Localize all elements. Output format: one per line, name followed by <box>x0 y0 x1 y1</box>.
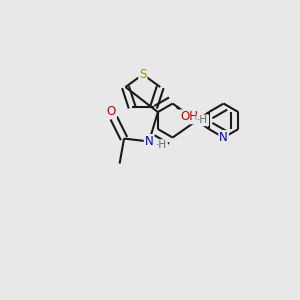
Text: ·H: ·H <box>156 140 167 150</box>
Text: ·H: ·H <box>197 115 208 125</box>
Text: S: S <box>139 68 147 81</box>
Text: N: N <box>219 131 228 144</box>
Text: O: O <box>107 105 116 118</box>
Text: N: N <box>145 135 153 148</box>
Text: OH: OH <box>181 110 199 123</box>
